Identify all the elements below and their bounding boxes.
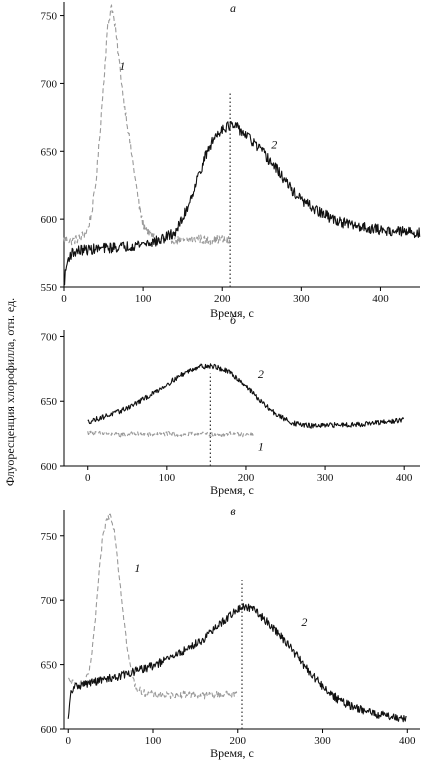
curve-label-2: 2 [271, 138, 277, 152]
series-line-1 [87, 430, 254, 438]
x-tick-label: 400 [396, 472, 413, 484]
curve-label-1: 1 [258, 439, 264, 453]
panel-3: 600 650 700 750 0 100 200 300 400 Время, с в 1 2 [41, 504, 420, 760]
series-line-2 [63, 121, 421, 286]
panel-letter: а [230, 1, 236, 15]
y-tick-label: 750 [41, 531, 58, 543]
x-tick-label: 200 [214, 293, 231, 305]
curve-label-2: 2 [258, 367, 264, 381]
curve-label-2: 2 [301, 615, 307, 629]
x-tick-label: 200 [230, 735, 247, 747]
y-tick-label: 650 [41, 146, 58, 158]
series-line-2 [67, 603, 407, 723]
x-tick-label: 200 [238, 472, 255, 484]
curve-label-1: 1 [134, 561, 140, 575]
x-tick-label: 100 [135, 293, 152, 305]
x-tick-label: 300 [293, 293, 310, 305]
x-tick-label: 300 [314, 735, 331, 747]
curve-label-1: 1 [119, 59, 125, 73]
y-tick-label: 750 [41, 11, 58, 23]
x-tick-label: 100 [159, 472, 176, 484]
x-axis-label: Время, с [210, 746, 254, 760]
x-tick-label: 100 [145, 735, 162, 747]
y-tick-label: 700 [41, 331, 58, 343]
x-axis-label: Время, с [210, 306, 254, 320]
series-line-1 [67, 513, 238, 700]
x-tick-label: 300 [317, 472, 334, 484]
panel-letter: в [230, 504, 235, 518]
y-tick-label: 550 [41, 282, 58, 294]
x-tick-label: 0 [65, 735, 71, 747]
x-tick-label: 400 [399, 735, 416, 747]
panel-1: 550 600 650 700 750 0 100 200 300 400 Время, с а 1 2 [41, 1, 421, 320]
x-tick-label: 0 [61, 293, 67, 305]
panel-2: 600 650 700 0 100 200 300 400 Время, с б 1 2 [41, 313, 420, 497]
series-line-1 [63, 4, 231, 246]
y-tick-label: 650 [41, 396, 58, 408]
panel-letter: б [230, 313, 237, 327]
x-tick-label: 400 [372, 293, 389, 305]
y-axis-label: Флуоресценция хлорофилла, отн. ед. [3, 298, 17, 486]
y-tick-label: 700 [41, 595, 58, 607]
series-line-2 [87, 363, 405, 429]
y-tick-label: 600 [41, 461, 58, 473]
y-tick-label: 700 [41, 78, 58, 90]
y-tick-label: 650 [41, 660, 58, 672]
y-tick-label: 600 [41, 214, 58, 226]
y-tick-label: 600 [41, 724, 58, 736]
x-axis-label: Время, с [210, 483, 254, 497]
x-tick-label: 0 [85, 472, 91, 484]
